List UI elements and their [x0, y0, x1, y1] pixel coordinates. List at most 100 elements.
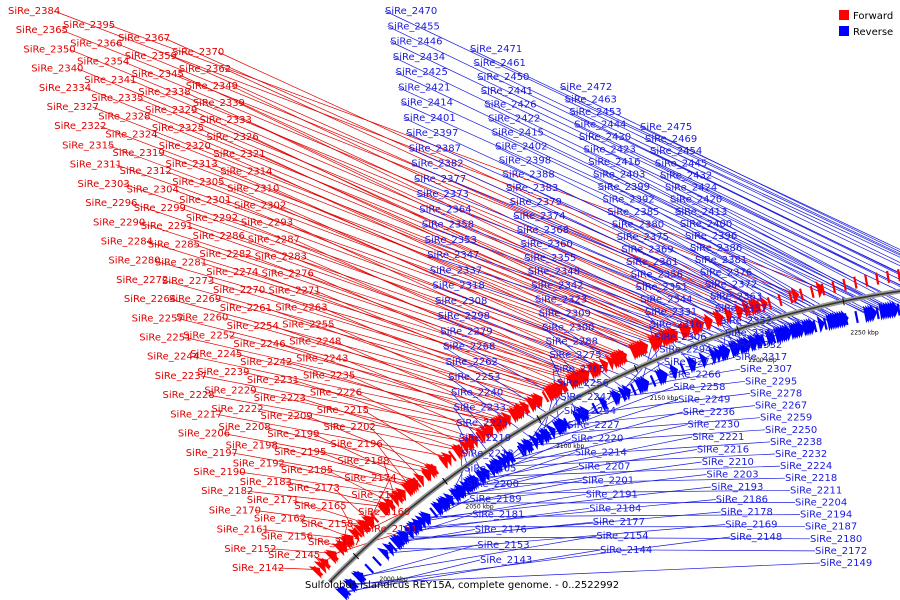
forward-gene-label[interactable]: SiRe_2239 — [197, 367, 249, 378]
reverse-gene-label[interactable]: SiRe_2191 — [586, 489, 638, 500]
forward-gene-feature[interactable] — [662, 329, 672, 346]
reverse-gene-label[interactable]: SiRe_2306 — [654, 332, 706, 343]
reverse-gene-label[interactable]: SiRe_2400 — [680, 219, 732, 230]
forward-gene-feature[interactable] — [500, 411, 511, 427]
forward-gene-label[interactable]: SiRe_2161 — [217, 525, 269, 536]
forward-gene-feature[interactable] — [457, 439, 469, 455]
reverse-gene-label[interactable]: SiRe_2424 — [665, 183, 717, 194]
forward-gene-label[interactable]: SiRe_2367 — [118, 33, 170, 44]
forward-gene-label[interactable]: SiRe_2165 — [294, 501, 346, 512]
forward-gene-feature[interactable] — [317, 557, 330, 571]
reverse-gene-label[interactable]: SiRe_2309 — [539, 308, 591, 319]
reverse-gene-label[interactable]: SiRe_2266 — [669, 370, 721, 381]
forward-gene-label[interactable]: SiRe_2311 — [70, 160, 122, 171]
reverse-gene-label[interactable]: SiRe_2278 — [750, 388, 802, 399]
forward-gene-feature[interactable] — [490, 417, 502, 433]
forward-gene-label[interactable]: SiRe_2229 — [204, 386, 256, 397]
reverse-gene-label[interactable]: SiRe_2143 — [480, 555, 532, 566]
forward-gene-feature[interactable] — [592, 360, 602, 377]
forward-gene-label[interactable]: SiRe_2158 — [301, 519, 353, 530]
forward-gene-feature[interactable] — [308, 566, 322, 579]
forward-gene-label[interactable]: SiRe_2237 — [155, 371, 207, 382]
reverse-gene-label[interactable]: SiRe_2446 — [390, 37, 442, 48]
forward-gene-label[interactable]: SiRe_2255 — [282, 320, 334, 331]
forward-gene-feature[interactable] — [387, 493, 400, 508]
reverse-gene-feature[interactable] — [545, 424, 556, 440]
forward-gene-label[interactable]: SiRe_2283 — [255, 251, 307, 262]
forward-gene-label[interactable]: SiRe_2315 — [62, 140, 114, 151]
forward-gene-label[interactable]: SiRe_2264 — [124, 294, 176, 305]
reverse-gene-label[interactable]: SiRe_2346 — [725, 328, 777, 339]
forward-gene-label[interactable]: SiRe_2287 — [248, 234, 300, 245]
forward-gene-label[interactable]: SiRe_2198 — [226, 440, 278, 451]
forward-gene-label[interactable]: SiRe_2199 — [267, 429, 319, 440]
forward-gene-label[interactable]: SiRe_2302 — [234, 200, 286, 211]
reverse-gene-label[interactable]: SiRe_2331 — [645, 307, 697, 318]
forward-gene-label[interactable]: SiRe_2384 — [8, 6, 60, 17]
reverse-gene-label[interactable]: SiRe_2348 — [528, 267, 580, 278]
reverse-gene-label[interactable]: SiRe_2374 — [513, 211, 565, 222]
reverse-gene-label[interactable]: SiRe_2259 — [760, 413, 812, 424]
reverse-gene-label[interactable]: SiRe_2368 — [517, 225, 569, 236]
reverse-gene-label[interactable]: SiRe_2187 — [805, 522, 857, 533]
reverse-gene-label[interactable]: SiRe_2415 — [492, 128, 544, 139]
reverse-gene-label[interactable]: SiRe_2386 — [690, 243, 742, 254]
forward-gene-label[interactable]: SiRe_2263 — [275, 303, 327, 314]
reverse-gene-label[interactable]: SiRe_2421 — [398, 82, 450, 93]
forward-gene-label[interactable]: SiRe_2350 — [23, 44, 75, 55]
reverse-gene-label[interactable]: SiRe_2420 — [670, 195, 722, 206]
forward-gene-label[interactable]: SiRe_2303 — [78, 179, 130, 190]
reverse-gene-label[interactable]: SiRe_2361 — [626, 257, 678, 268]
forward-gene-label[interactable]: SiRe_2335 — [91, 93, 143, 104]
reverse-gene-label[interactable]: SiRe_2218 — [785, 473, 837, 484]
reverse-gene-feature[interactable] — [395, 531, 408, 545]
forward-gene-label[interactable]: SiRe_2284 — [101, 237, 153, 248]
reverse-gene-label[interactable]: SiRe_2148 — [730, 532, 782, 543]
reverse-gene-label[interactable]: SiRe_2300 — [542, 322, 594, 333]
reverse-gene-feature[interactable] — [807, 317, 816, 336]
forward-gene-feature[interactable] — [815, 280, 824, 299]
reverse-gene-label[interactable]: SiRe_2454 — [650, 146, 702, 157]
forward-gene-label[interactable]: SiRe_2251 — [139, 333, 191, 344]
forward-gene-label[interactable]: SiRe_2173 — [288, 483, 340, 494]
forward-gene-label[interactable]: SiRe_2273 — [162, 276, 214, 287]
reverse-gene-label[interactable]: SiRe_2441 — [481, 86, 533, 97]
reverse-gene-label[interactable]: SiRe_2332 — [730, 340, 782, 351]
forward-gene-label[interactable]: SiRe_2151 — [365, 524, 417, 535]
forward-gene-label[interactable]: SiRe_2142 — [232, 563, 284, 574]
reverse-gene-label[interactable]: SiRe_2207 — [578, 462, 630, 473]
reverse-gene-label[interactable]: SiRe_2388 — [503, 169, 555, 180]
reverse-gene-feature[interactable] — [621, 384, 631, 401]
reverse-gene-feature[interactable] — [654, 369, 664, 387]
reverse-gene-label[interactable]: SiRe_2144 — [600, 545, 652, 556]
forward-gene-label[interactable]: SiRe_2192 — [233, 459, 285, 470]
forward-gene-label[interactable]: SiRe_2257 — [132, 313, 184, 324]
reverse-gene-label[interactable]: SiRe_2249 — [678, 395, 730, 406]
forward-gene-label[interactable]: SiRe_2254 — [227, 321, 279, 332]
reverse-gene-label[interactable]: SiRe_2275 — [549, 350, 601, 361]
forward-gene-feature[interactable] — [467, 433, 478, 449]
forward-gene-label[interactable]: SiRe_2209 — [261, 411, 313, 422]
forward-gene-label[interactable]: SiRe_2242 — [240, 357, 292, 368]
reverse-gene-label[interactable]: SiRe_2423 — [584, 145, 636, 156]
forward-gene-label[interactable]: SiRe_2282 — [199, 249, 251, 260]
forward-gene-label[interactable]: SiRe_2252 — [183, 331, 235, 342]
reverse-gene-feature[interactable] — [437, 497, 449, 512]
reverse-gene-feature[interactable] — [840, 310, 849, 328]
forward-gene-label[interactable]: SiRe_2321 — [213, 149, 265, 160]
reverse-gene-label[interactable]: SiRe_2337 — [430, 265, 482, 276]
reverse-gene-label[interactable]: SiRe_2193 — [711, 482, 763, 493]
reverse-gene-label[interactable]: SiRe_2373 — [417, 189, 469, 200]
forward-gene-label[interactable]: SiRe_2319 — [113, 148, 165, 159]
forward-gene-label[interactable]: SiRe_2334 — [39, 83, 91, 94]
reverse-gene-label[interactable]: SiRe_2363 — [710, 292, 762, 303]
forward-gene-label[interactable]: SiRe_2246 — [233, 339, 285, 350]
reverse-gene-feature[interactable] — [887, 301, 895, 320]
reverse-gene-label[interactable]: SiRe_2221 — [692, 432, 744, 443]
forward-gene-feature[interactable] — [412, 473, 424, 488]
forward-gene-label[interactable]: SiRe_2313 — [166, 159, 218, 170]
reverse-gene-label[interactable]: SiRe_2308 — [435, 296, 487, 307]
reverse-gene-label[interactable]: SiRe_2288 — [546, 336, 598, 347]
reverse-gene-label[interactable]: SiRe_2186 — [716, 495, 768, 506]
reverse-gene-label[interactable]: SiRe_2377 — [414, 174, 466, 185]
